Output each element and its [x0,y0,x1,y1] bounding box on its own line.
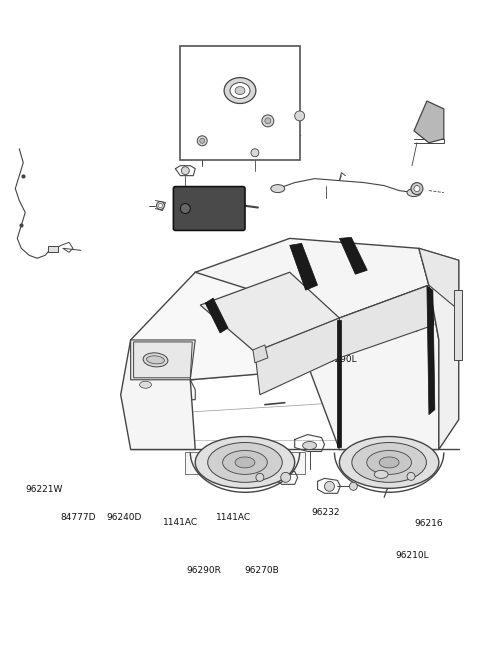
Polygon shape [131,340,195,380]
Polygon shape [120,340,195,449]
Circle shape [407,472,415,480]
Ellipse shape [230,83,250,98]
Circle shape [265,118,271,124]
Circle shape [324,482,335,491]
Circle shape [200,138,204,143]
Circle shape [156,201,165,209]
Circle shape [197,136,207,146]
Text: 1141AC: 1141AC [216,513,252,522]
Ellipse shape [143,353,168,367]
Ellipse shape [379,457,399,468]
Polygon shape [200,272,339,352]
Bar [180,46,300,160]
Polygon shape [253,345,268,363]
Text: 96270B: 96270B [244,567,279,575]
Text: 1141AC: 1141AC [163,518,198,527]
Ellipse shape [271,184,285,193]
Polygon shape [205,298,228,333]
Text: 96290Z: 96290Z [383,325,418,334]
Text: 96240D: 96240D [107,513,142,522]
Bar [48,247,58,253]
Ellipse shape [146,356,165,364]
Text: 1141AC: 1141AC [292,312,327,321]
Ellipse shape [235,87,245,94]
Ellipse shape [223,451,267,474]
Ellipse shape [374,470,388,478]
Polygon shape [195,238,429,318]
Circle shape [349,482,357,490]
Polygon shape [414,101,444,143]
Circle shape [411,182,423,195]
Bar [454,290,462,360]
Text: 96290L: 96290L [324,355,357,364]
Ellipse shape [302,441,316,449]
Circle shape [158,203,162,207]
Circle shape [181,167,189,174]
Text: 96216: 96216 [414,520,443,529]
Polygon shape [427,286,435,415]
Text: 1339CC: 1339CC [222,107,258,115]
Polygon shape [339,237,367,274]
Ellipse shape [352,443,426,482]
Polygon shape [339,285,434,358]
Ellipse shape [224,77,256,104]
Polygon shape [310,285,439,449]
Polygon shape [131,272,339,380]
Polygon shape [337,320,341,447]
Text: 96232: 96232 [312,508,340,517]
Ellipse shape [339,436,439,488]
Circle shape [281,472,291,482]
Polygon shape [419,249,459,310]
Circle shape [256,474,264,482]
Circle shape [262,115,274,127]
Text: 96290R: 96290R [187,567,222,575]
Polygon shape [255,318,339,395]
Circle shape [251,149,259,157]
Ellipse shape [195,436,295,488]
Ellipse shape [140,381,152,388]
Ellipse shape [407,188,421,197]
Text: 96210L: 96210L [395,551,429,560]
Circle shape [295,111,305,121]
Text: 84777D: 84777D [60,513,96,522]
Polygon shape [290,243,318,290]
Text: 96221W: 96221W [25,485,63,495]
Polygon shape [419,249,459,449]
Ellipse shape [367,451,411,474]
Polygon shape [185,453,305,474]
Circle shape [180,203,190,213]
Ellipse shape [208,443,282,482]
Ellipse shape [235,457,255,468]
FancyBboxPatch shape [173,186,245,230]
Text: 1141AC: 1141AC [256,318,291,327]
Circle shape [414,186,420,192]
